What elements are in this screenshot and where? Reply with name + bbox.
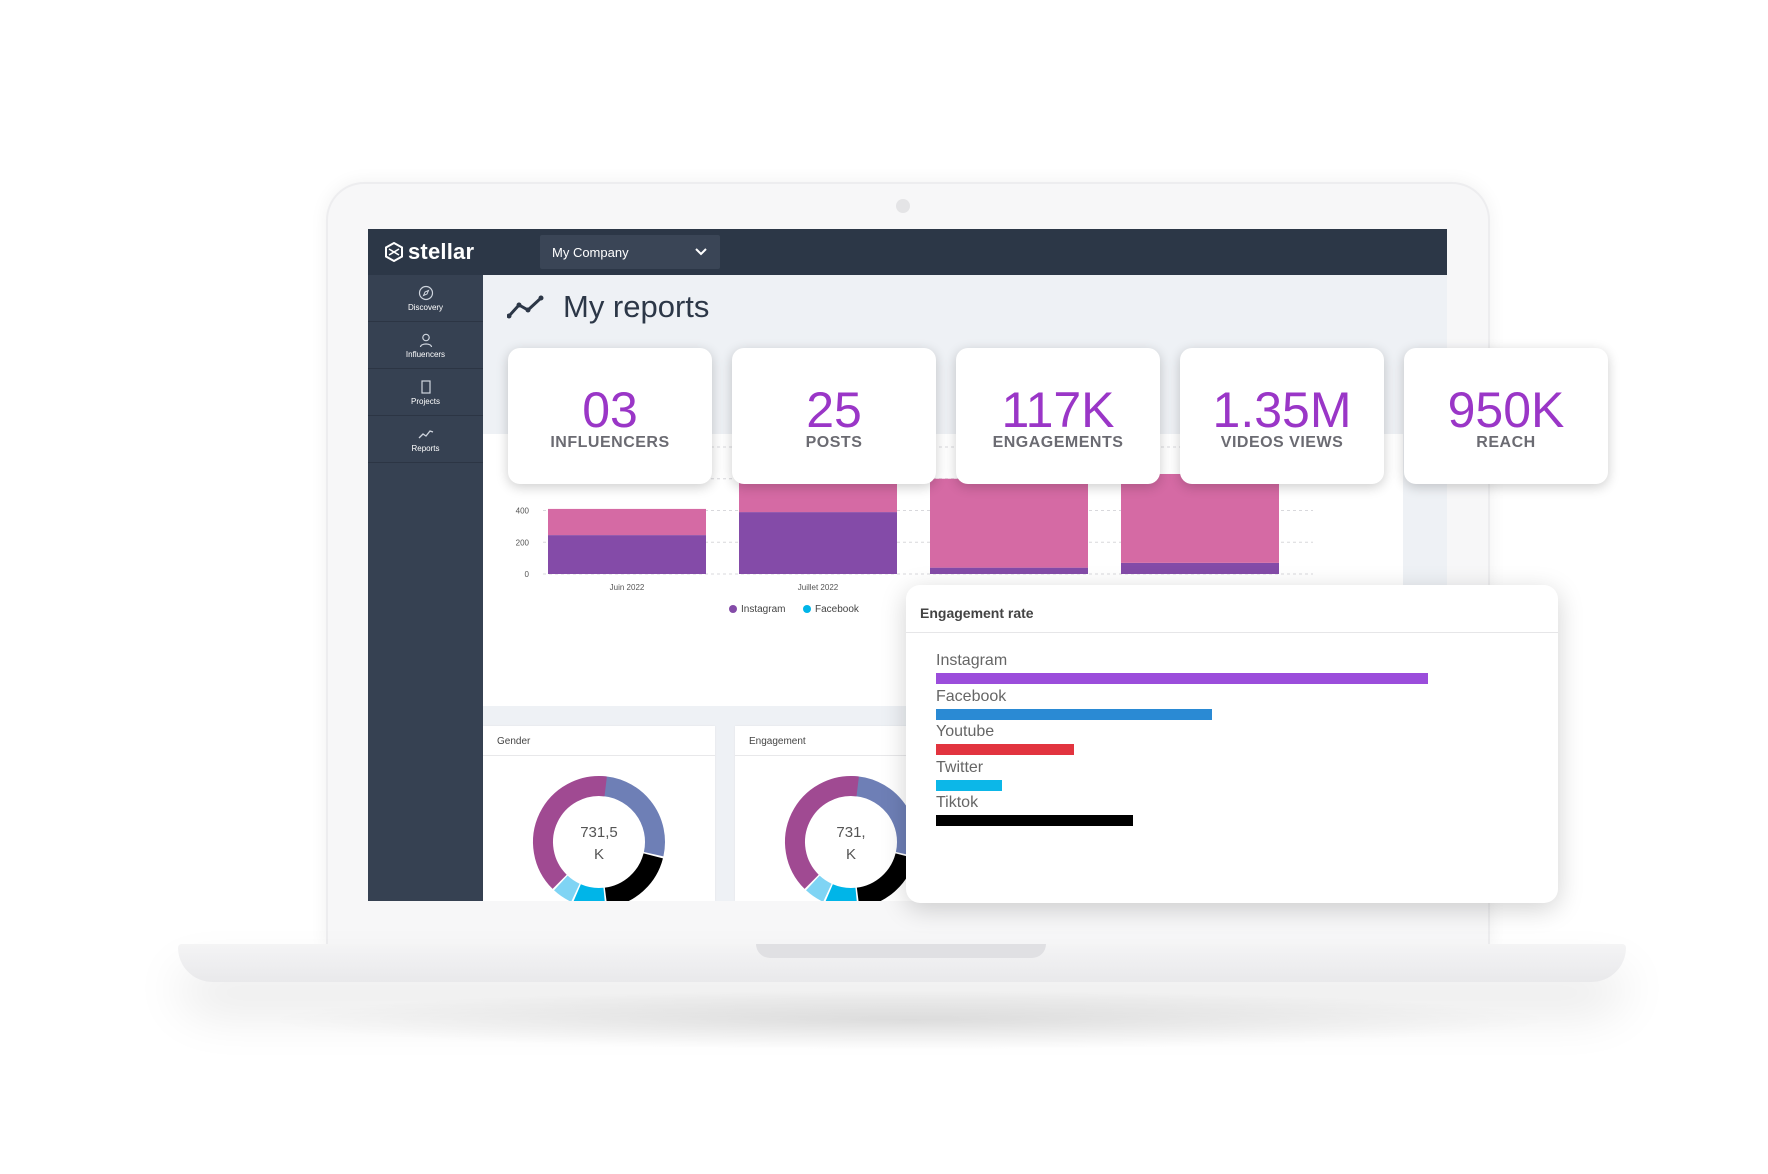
logo[interactable]: stellar [384,239,475,264]
donut-center: 731,5 K [549,822,649,866]
stellar-logo-icon [385,242,403,262]
donut-segment [554,875,580,901]
donut-center-unit: K [845,846,856,863]
trend-icon [507,295,544,319]
company-select[interactable]: My Company [540,235,720,269]
donut-segment [604,852,663,901]
laptop-camera [896,199,910,213]
bar-segment [930,567,1088,574]
sidebar-item-reports[interactable]: Reports [368,416,483,463]
donut-segment [825,884,857,901]
folder-icon [420,379,431,394]
card-title: Engagement [749,736,806,747]
bar-segment [1121,562,1279,574]
y-tick-label: 400 [516,507,530,516]
engagement-row-label: Tiktok [936,794,979,811]
bar-segment [739,512,897,574]
gender-card: Gender 731,5 K [483,726,715,901]
stat-card-reach: 950K REACH [1404,348,1608,484]
stat-value: 03 [582,382,638,438]
chevron-down-icon [695,248,707,256]
bar-segment [548,535,706,574]
card-divider [906,632,1558,633]
engagement-bar [936,708,1212,720]
laptop-base-notch [756,944,1046,958]
bar-segment [930,478,1088,568]
page-header: My reports [507,289,709,325]
sidebar-item-label: Influencers [405,349,446,359]
engagement-bar [936,779,1002,791]
donut-segment [806,875,832,901]
gender-donut-chart [533,776,665,901]
stat-card-influencers: 03 INFLUENCERS [508,348,712,484]
y-tick-label: 200 [516,538,530,547]
sidebar-item-label: Reports [411,443,440,453]
top-bar: stellar My Company [368,229,1447,275]
stat-value: 117K [1001,382,1115,438]
y-tick-label: 0 [525,570,530,579]
engagement-row: Tiktok [936,793,1133,826]
engagement-rate-title: Engagement rate [920,605,1034,621]
stat-card-video-views: 1.35M VIDEOS VIEWS [1180,348,1384,484]
donut-segment [573,884,605,901]
stat-value: 1.35M [1212,382,1352,438]
user-icon [419,333,432,347]
card-title: Gender [497,736,531,747]
bar-segment [1121,473,1279,563]
stat-label: INFLUENCERS [550,434,670,451]
donut-center-value: 731,5 [580,824,618,841]
sidebar-item-projects[interactable]: Projects [368,369,483,416]
engagement-row: Twitter [936,758,1002,791]
donut-segment [785,776,859,889]
engagement-row: Youtube [936,722,1074,755]
sidebar-item-discovery[interactable]: Discovery [368,275,483,322]
engagement-row-label: Facebook [936,687,1007,705]
sidebar-item-label: Projects [411,396,440,406]
legend-label: Facebook [815,604,860,615]
x-tick-label: Juillet 2022 [798,583,839,592]
x-tick-label: Juin 2022 [610,583,645,592]
compass-icon [418,285,433,300]
bar-segment [548,508,706,536]
engagement-row-label: Twitter [936,758,984,776]
stat-card-posts: 25 POSTS [732,348,936,484]
legend-swatch [803,605,811,613]
engagement-bar [936,744,1074,755]
stat-value: 25 [806,382,862,438]
engagement-row-label: Youtube [936,723,995,740]
laptop-shadow [260,990,1560,1050]
engagement-row: Facebook [936,687,1212,720]
sidebar-item-influencers[interactable]: Influencers [368,322,483,369]
page-title: My reports [563,289,710,324]
donut-segment [598,776,665,857]
company-select-value: My Company [552,244,629,260]
engagement-row: Instagram [936,651,1428,684]
engagement-bar [936,815,1133,826]
donut-center: 731, K [801,822,901,866]
sidebar: Discovery Influencers Projects Reports ? [368,275,483,901]
card-divider [735,755,967,756]
engagement-rate-card: Engagement rate Instagram Facebook Youtube… [906,585,1558,903]
engagement-bar [936,673,1428,684]
stat-card-engagements: 117K ENGAGEMENTS [956,348,1160,484]
stat-label: REACH [1476,434,1536,451]
donut-center-unit: K [593,846,604,863]
logo-text: stellar [408,239,475,264]
stat-label: POSTS [805,434,863,451]
sidebar-item-label: Discovery [407,302,444,312]
trend-icon [418,429,433,438]
donut-segment [533,776,607,889]
legend-label: Instagram [741,604,785,615]
donut-segment [856,852,915,901]
stat-label: ENGAGEMENTS [992,434,1124,451]
stat-value: 950K [1447,382,1565,438]
donut-center-value: 731, [836,824,866,841]
card-divider [483,755,715,756]
stat-label: VIDEOS VIEWS [1220,434,1344,451]
engagement-row-label: Instagram [936,652,1008,669]
legend-swatch [729,605,737,613]
